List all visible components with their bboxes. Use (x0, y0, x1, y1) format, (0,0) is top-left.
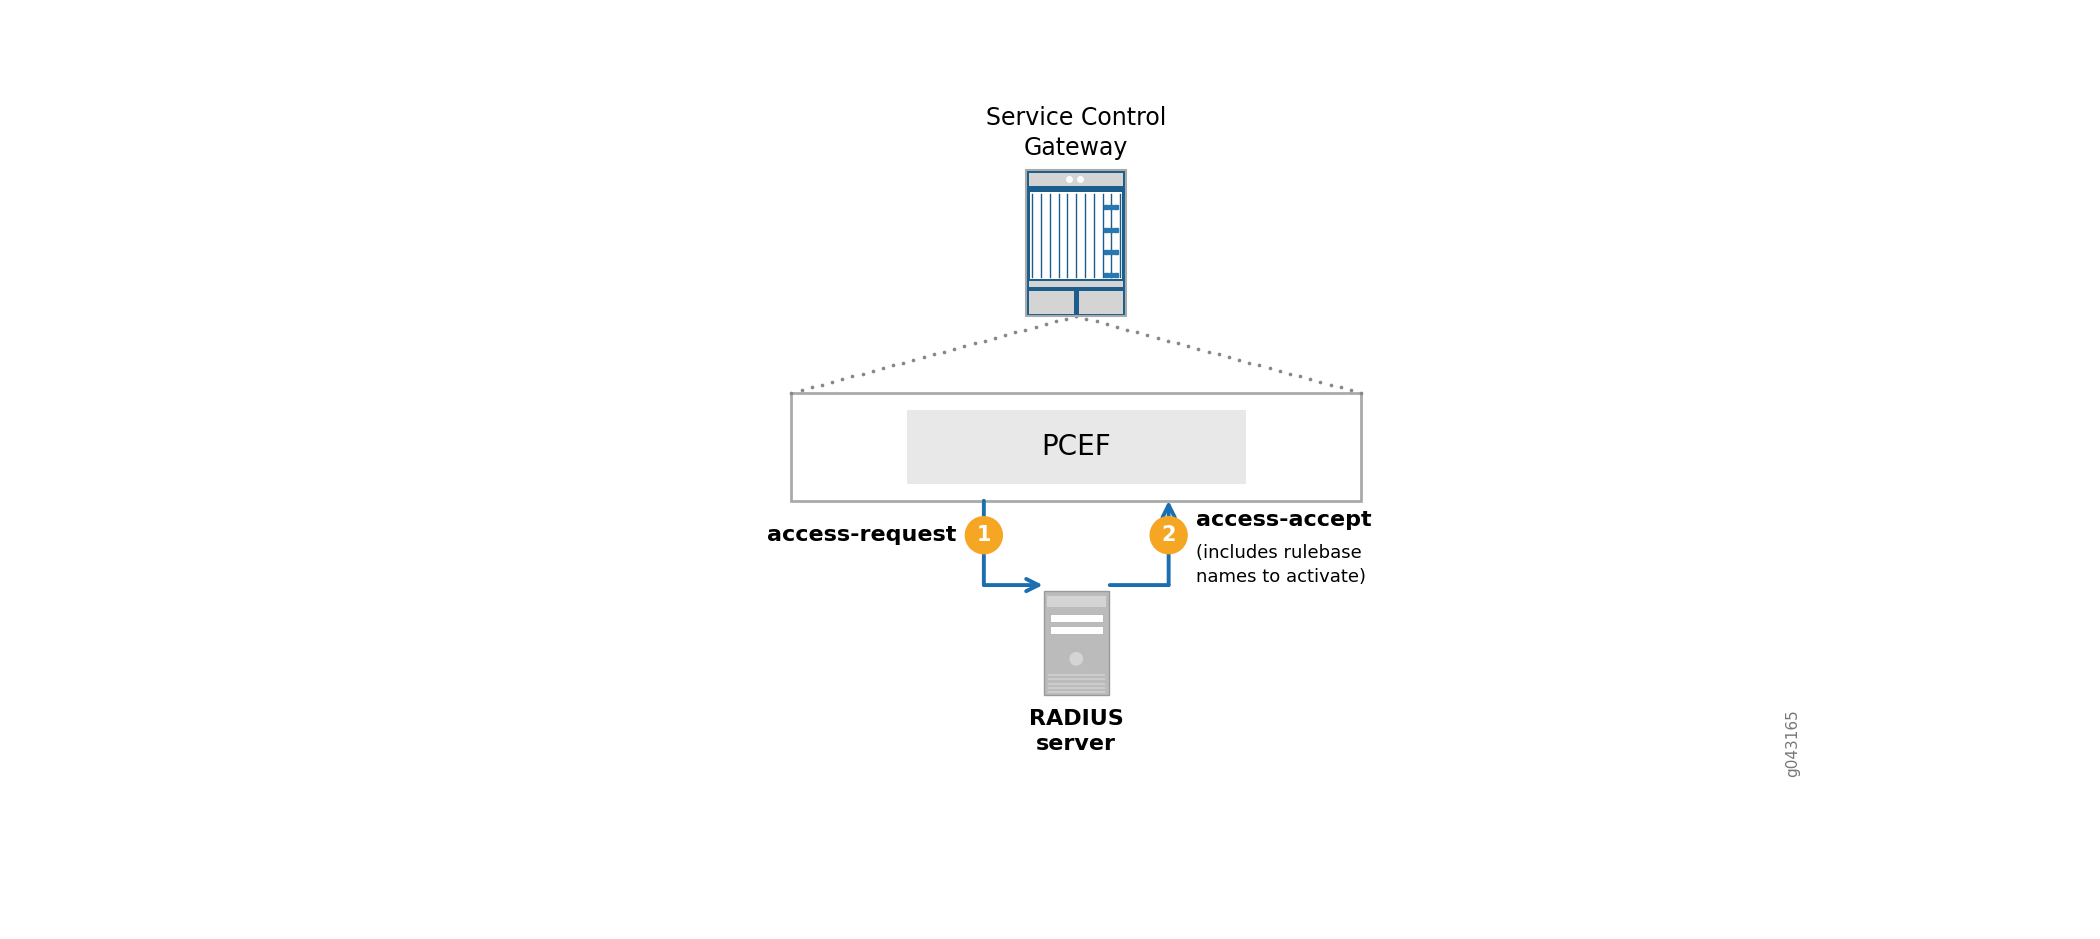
Point (1100, 319, 1134, 334)
Text: access-accept: access-accept (1197, 510, 1371, 530)
Point (846, 366, 880, 381)
Point (1050, 311, 1084, 326)
Point (918, 346, 951, 362)
FancyBboxPatch shape (1029, 173, 1124, 186)
Point (1344, 385, 1378, 400)
Text: PCEF: PCEF (1042, 433, 1111, 461)
Point (857, 363, 890, 378)
Point (1018, 319, 1052, 334)
Text: access-request: access-request (766, 525, 956, 546)
FancyBboxPatch shape (1050, 626, 1102, 635)
Circle shape (966, 516, 1002, 554)
Point (947, 339, 981, 354)
Point (865, 361, 899, 376)
Text: RADIUS
server: RADIUS server (1029, 709, 1124, 754)
FancyBboxPatch shape (1027, 170, 1126, 316)
Point (968, 333, 1002, 348)
Point (1029, 316, 1063, 331)
Point (1040, 314, 1073, 329)
Point (928, 345, 962, 360)
Point (886, 355, 920, 370)
Point (1323, 380, 1357, 395)
Point (1069, 311, 1103, 326)
Text: (includes rulebase
names to activate): (includes rulebase names to activate) (1197, 545, 1367, 586)
Point (1233, 355, 1266, 370)
Circle shape (1151, 516, 1186, 554)
Point (825, 372, 859, 387)
Text: g043165: g043165 (1785, 710, 1800, 777)
Point (1273, 366, 1306, 381)
Point (979, 331, 1012, 346)
Point (804, 377, 838, 393)
Point (1130, 328, 1163, 343)
Point (989, 328, 1023, 343)
Point (1079, 314, 1113, 329)
Point (1182, 342, 1216, 357)
Point (815, 375, 848, 390)
Point (785, 383, 819, 398)
FancyBboxPatch shape (907, 410, 1245, 484)
Point (897, 352, 930, 367)
Point (998, 325, 1031, 340)
Point (1254, 361, 1287, 376)
Text: Service Control
Gateway: Service Control Gateway (987, 106, 1166, 161)
Point (1121, 325, 1155, 340)
Point (1090, 316, 1124, 331)
Point (1315, 377, 1348, 393)
Point (1172, 339, 1205, 354)
Point (1283, 369, 1317, 384)
Circle shape (1071, 653, 1082, 665)
Point (1140, 331, 1174, 346)
Point (1058, 308, 1092, 323)
Point (958, 336, 991, 351)
Point (1151, 333, 1184, 348)
Point (1161, 336, 1195, 351)
Point (1212, 349, 1245, 364)
Point (1243, 358, 1277, 373)
Point (796, 380, 830, 395)
FancyBboxPatch shape (1031, 192, 1121, 279)
Text: 2: 2 (1161, 525, 1176, 546)
Point (1222, 352, 1256, 367)
Point (937, 342, 970, 357)
Point (1304, 375, 1338, 390)
Point (907, 349, 941, 364)
Point (1201, 346, 1235, 362)
Point (836, 369, 869, 384)
FancyBboxPatch shape (1050, 613, 1102, 622)
Point (1294, 372, 1327, 387)
Point (876, 358, 909, 373)
Point (1111, 322, 1145, 337)
Point (1334, 383, 1367, 398)
FancyBboxPatch shape (792, 393, 1361, 500)
Point (1058, 308, 1092, 323)
Point (1191, 345, 1224, 360)
FancyBboxPatch shape (1046, 596, 1107, 607)
FancyBboxPatch shape (1029, 290, 1073, 314)
Point (1008, 322, 1042, 337)
Text: 1: 1 (976, 525, 991, 546)
FancyBboxPatch shape (1029, 281, 1124, 287)
Point (1262, 363, 1296, 378)
Point (775, 385, 808, 400)
FancyBboxPatch shape (1044, 592, 1109, 695)
FancyBboxPatch shape (1079, 290, 1124, 314)
